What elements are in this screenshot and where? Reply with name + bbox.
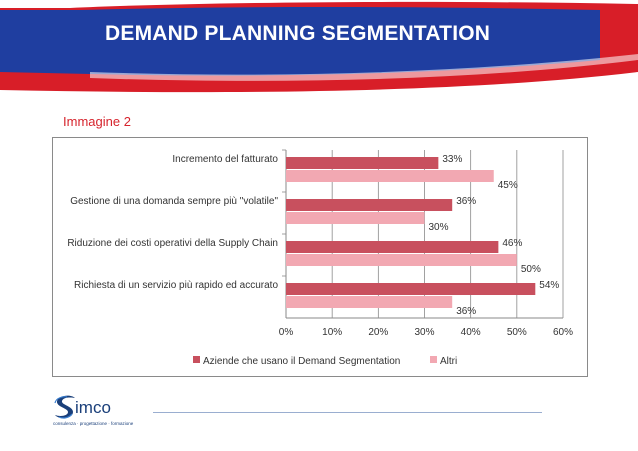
bar-series1 [286,199,453,211]
x-tick-label: 50% [507,327,527,338]
x-tick-label: 30% [414,327,434,338]
data-label: 54% [539,280,559,291]
bar-series2 [286,296,453,308]
data-label: 46% [502,238,522,249]
category-label: Gestione di una domanda sempre più "vola… [70,196,278,207]
bar-series2 [286,254,517,266]
bar-series1 [286,283,536,295]
category-label: Riduzione dei costi operativi della Supp… [67,238,278,249]
x-tick-label: 0% [279,327,294,338]
bar-series2 [286,170,494,182]
bar-series1 [286,241,499,253]
bar-chart: 0% 10% 20% 30% 40% 50% 60% Incremento del fattu… [67,149,573,367]
x-tick-label: 10% [322,327,342,338]
logo-tagline: consulenza · progettazione · formazione [53,421,134,426]
data-label: 33% [442,154,462,165]
data-label: 36% [456,306,476,317]
x-tick-label: 40% [461,327,481,338]
data-label: 36% [456,196,476,207]
data-label: 45% [498,180,518,191]
legend-label: Altri [440,356,457,367]
page-title: DEMAND PLANNING SEGMENTATION [105,22,491,45]
header-banner [0,1,638,93]
x-tick-label: 60% [553,327,573,338]
svg-text:imco: imco [75,398,111,417]
legend-swatch [193,356,200,363]
x-tick-label: 20% [368,327,388,338]
legend-swatch [430,356,437,363]
data-label: 50% [521,264,541,275]
category-label: Incremento del fatturato [172,154,278,165]
bar-series2 [286,212,425,224]
legend-label: Aziende che usano il Demand Segmentation [203,356,400,367]
simco-logo: imco [54,395,111,419]
data-label: 30% [429,222,449,233]
bar-series1 [286,157,439,169]
footer-divider [153,412,542,413]
chart-frame: 0% 10% 20% 30% 40% 50% 60% Incremento del fattu… [52,137,588,377]
category-label: Richiesta di un servizio più rapido ed a… [74,280,278,291]
image-caption: Immagine 2 [63,114,131,129]
